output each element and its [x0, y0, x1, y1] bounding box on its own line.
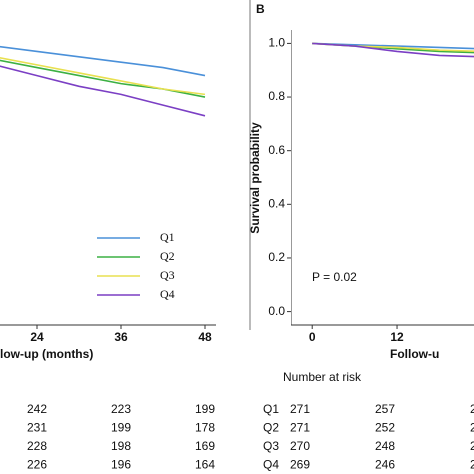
x-axis-label: low-up (months) [0, 347, 93, 361]
risk-count: 248 [375, 439, 395, 453]
legend-label: Q4 [160, 287, 175, 301]
y-tick-label: 1.0 [268, 36, 285, 50]
p-value: P = 0.02 [312, 270, 357, 284]
risk-count: 2 [470, 458, 474, 472]
survival-curve [0, 65, 206, 117]
risk-title: Number at risk [283, 370, 362, 384]
risk-count: 252 [375, 421, 395, 435]
risk-count: 228 [27, 439, 47, 453]
x-tick-label: 24 [30, 330, 44, 344]
risk-group: Q3 [263, 439, 279, 453]
survival-curve [0, 45, 206, 77]
risk-count: 198 [111, 439, 131, 453]
risk-count: 178 [195, 421, 215, 435]
risk-count: 2 [470, 421, 474, 435]
y-tick-label: 0.2 [268, 250, 285, 264]
risk-count: 257 [375, 402, 395, 416]
x-tick-label: 0 [309, 330, 316, 344]
x-tick-label: 36 [114, 330, 128, 344]
risk-count: 242 [27, 402, 47, 416]
risk-count: 226 [27, 458, 47, 472]
survival-curve [312, 42, 474, 50]
risk-count: 199 [195, 402, 215, 416]
risk-count: 164 [195, 458, 215, 472]
risk-count: 2 [470, 402, 474, 416]
survival-curve [312, 42, 474, 58]
risk-count: 269 [290, 458, 310, 472]
legend-label: Q1 [160, 230, 175, 244]
risk-group: Q4 [263, 458, 279, 472]
risk-count: 271 [290, 421, 310, 435]
y-tick-label: 0.8 [268, 89, 285, 103]
risk-count: 223 [111, 402, 131, 416]
y-axis-label: Survival probability [248, 122, 262, 234]
risk-group: Q2 [263, 421, 279, 435]
x-tick-label: 48 [198, 330, 212, 344]
risk-count: 169 [195, 439, 215, 453]
risk-count: 270 [290, 439, 310, 453]
panel: 0 12 [291, 30, 474, 344]
risk-group: Q1 [263, 402, 279, 416]
panel: 24 36 48 [0, 45, 216, 344]
y-tick-label: 0.4 [268, 196, 285, 210]
risk-count: 246 [375, 458, 395, 472]
risk-count: 196 [111, 458, 131, 472]
x-tick-label: 12 [390, 330, 404, 344]
risk-count: 231 [27, 421, 47, 435]
panel-label: B [256, 2, 265, 16]
risk-count: 199 [111, 421, 131, 435]
survival-curve [0, 56, 206, 96]
y-tick-label: 0.6 [268, 143, 285, 157]
legend-label: Q2 [160, 249, 175, 263]
x-axis-label: Follow-u [390, 347, 439, 361]
y-tick-label: 0.0 [268, 304, 285, 318]
legend-label: Q3 [160, 268, 175, 282]
risk-count: 271 [290, 402, 310, 416]
risk-count: 2 [470, 439, 474, 453]
